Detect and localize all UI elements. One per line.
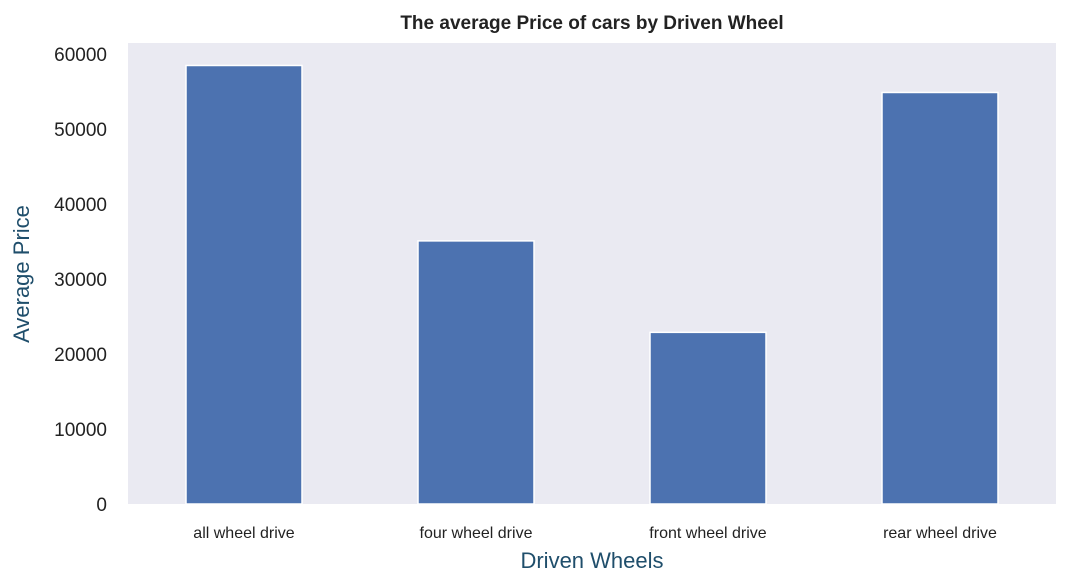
y-tick-label: 10000	[54, 420, 107, 441]
x-tick-label: four wheel drive	[420, 525, 533, 542]
y-tick-label: 0	[96, 495, 107, 516]
y-axis-label: Average Price	[9, 205, 34, 343]
y-tick-label: 60000	[54, 45, 107, 66]
chart-title: The average Price of cars by Driven Whee…	[400, 13, 783, 34]
y-tick-label: 20000	[54, 345, 107, 366]
x-axis-label: Driven Wheels	[520, 548, 663, 573]
y-tick-label: 50000	[54, 120, 107, 141]
x-tick-label: all wheel drive	[193, 525, 294, 542]
bar	[417, 240, 535, 505]
bar	[881, 91, 999, 505]
bar	[649, 331, 767, 505]
x-tick-label: rear wheel drive	[883, 525, 997, 542]
bar	[185, 64, 303, 505]
y-tick-label: 40000	[54, 195, 107, 216]
x-tick-label: front wheel drive	[649, 525, 766, 542]
y-axis-ticks: 0 10000 20000 30000 40000 50000 60000	[54, 45, 107, 516]
x-axis-ticks: all wheel drive four wheel drive front whe…	[193, 525, 997, 542]
y-tick-label: 30000	[54, 270, 107, 291]
bars-group	[185, 64, 999, 505]
